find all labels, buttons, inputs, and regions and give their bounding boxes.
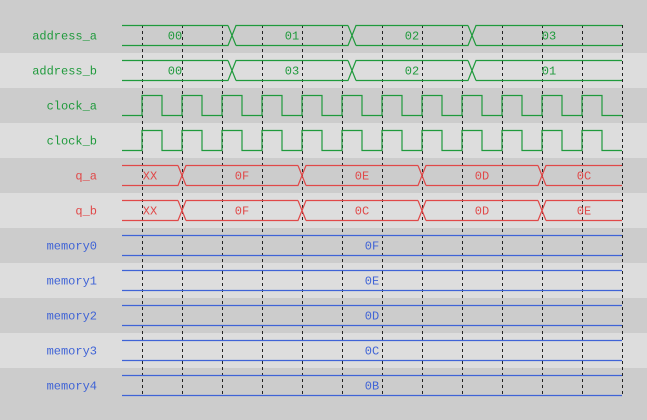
bus-segment [471, 59, 622, 82]
signal-clock_b[interactable]: clock_b [47, 129, 622, 152]
bus-segment [122, 164, 183, 187]
bus-value: 0D [475, 170, 489, 184]
signal-name[interactable]: address_a [32, 30, 97, 44]
bus-value: 0F [235, 170, 249, 184]
bus-segment [231, 59, 353, 82]
row-background [0, 333, 647, 368]
time-grid [142, 25, 623, 395]
bus-segment [122, 59, 233, 82]
bus-value: 0E [355, 170, 369, 184]
clock-waveform [122, 94, 622, 117]
signal-name[interactable]: memory0 [47, 240, 97, 254]
signal-memory3[interactable]: memory3 0C [47, 339, 622, 362]
bus-value: 02 [405, 30, 419, 44]
row-background [0, 228, 647, 263]
row-background [0, 368, 647, 403]
signal-memory1[interactable]: memory1 0E [47, 269, 622, 292]
bus-value: 03 [542, 30, 556, 44]
signal-memory4[interactable]: memory4 0B [47, 374, 622, 397]
signal-memory0[interactable]: memory0 0F [47, 234, 622, 257]
signal-memory2[interactable]: memory2 0D [47, 304, 622, 327]
bus-value: 0F [235, 205, 249, 219]
signal-name[interactable]: clock_a [47, 100, 97, 114]
bus-segment [122, 339, 622, 362]
bus-segment [122, 199, 183, 222]
row-background [0, 123, 647, 158]
row-background [0, 158, 647, 193]
bus-value: 0C [355, 205, 369, 219]
signal-name[interactable]: memory2 [47, 310, 97, 324]
bus-value: 0E [365, 275, 379, 289]
bus-value: 0F [365, 240, 379, 254]
bus-segment [231, 24, 353, 47]
signal-q_b[interactable]: q_b XX 0F 0C 0D 0E [75, 199, 622, 222]
row-background [0, 88, 647, 123]
bus-value: 00 [168, 30, 182, 44]
signal-address_a[interactable]: address_a 00 01 02 03 [32, 24, 622, 47]
bus-value: XX [143, 170, 157, 184]
signal-q_a[interactable]: q_a XX 0F 0E 0D 0C [75, 164, 622, 187]
bus-segment [122, 234, 622, 257]
row-background [0, 53, 647, 88]
signal-address_b[interactable]: address_b 00 03 02 01 [32, 59, 622, 82]
bus-value: 00 [168, 65, 182, 79]
bus-value: 0D [365, 310, 379, 324]
row-background [0, 263, 647, 298]
bus-segment [541, 199, 622, 222]
signal-name[interactable]: memory4 [47, 380, 97, 394]
bus-segment [421, 164, 543, 187]
bus-segment [301, 164, 423, 187]
bus-segment [181, 164, 303, 187]
bus-segment [122, 24, 233, 47]
signal-name[interactable]: clock_b [47, 135, 97, 149]
bus-segment [301, 199, 423, 222]
signal-name[interactable]: memory1 [47, 275, 97, 289]
row-background [0, 298, 647, 333]
bus-value: 0D [475, 205, 489, 219]
bus-segment [351, 59, 473, 82]
bus-value: 0C [577, 170, 591, 184]
row-background [0, 18, 647, 53]
bus-value: 02 [405, 65, 419, 79]
bus-value: 0E [577, 205, 591, 219]
signal-name[interactable]: memory3 [47, 345, 97, 359]
clock-waveform [122, 129, 622, 152]
bus-segment [421, 199, 543, 222]
bus-segment [122, 304, 622, 327]
bus-segment [541, 164, 622, 187]
row-background [0, 193, 647, 228]
bus-value: XX [143, 205, 157, 219]
signal-clock_a[interactable]: clock_a [47, 94, 622, 117]
bus-segment [351, 24, 473, 47]
signal-name[interactable]: q_b [75, 205, 97, 219]
bus-value: 01 [542, 65, 556, 79]
bus-segment [181, 199, 303, 222]
bus-value: 0C [365, 345, 379, 359]
bus-segment [471, 24, 622, 47]
bus-value: 03 [285, 65, 299, 79]
bus-value: 0B [365, 380, 379, 394]
signal-name[interactable]: address_b [32, 65, 97, 79]
signal-name[interactable]: q_a [75, 170, 97, 184]
bus-segment [122, 269, 622, 292]
bus-segment [122, 374, 622, 397]
bus-value: 01 [285, 30, 299, 44]
